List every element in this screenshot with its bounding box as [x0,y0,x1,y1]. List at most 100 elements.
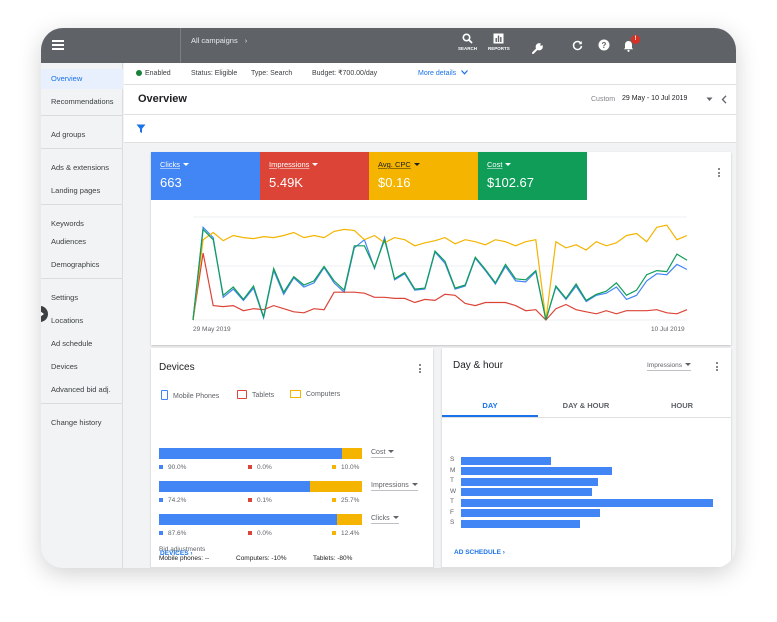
sidebar-collapse-handle[interactable] [41,306,48,322]
sidebar-item-ads-extensions[interactable]: Ads & extensions [51,163,109,172]
more-details-label: More details [418,70,457,77]
search-button[interactable]: SEARCH [458,33,477,51]
sidebar-divider [41,403,123,404]
day-bar [461,488,593,496]
breadcrumb[interactable]: All campaigns › [180,28,247,63]
reports-label: REPORTS [488,46,510,51]
help-icon[interactable]: ? [598,38,610,56]
menu-icon[interactable] [52,40,64,50]
chart-more-options-icon[interactable] [718,168,721,179]
refresh-icon[interactable] [572,38,583,56]
day-hour-card: Day & hour Impressions DAY DAY & HOUR HO… [442,348,731,568]
sidebar-divider [41,148,123,149]
tab-day[interactable]: DAY [442,395,538,417]
day-label: M [450,466,456,474]
sidebar: Overview Recommendations Ad groups Ads &… [41,63,123,568]
notification-badge: ! [631,35,640,44]
day-label: W [450,487,457,495]
status-eligible: Status: Eligible [191,70,238,77]
sidebar-item-advanced-bid-adj[interactable]: Advanced bid adj. [51,385,111,394]
date-range-type: Custom [591,96,616,103]
sidebar-item-overview[interactable]: Overview [41,69,123,89]
device-metric-select-cost[interactable]: Cost [371,449,395,458]
devices-footer-divider [151,567,433,568]
metric-avg-cpc-value: $0.16 [378,175,411,190]
sidebar-item-change-history[interactable]: Change history [51,418,102,427]
day-hour-title: Day & hour [453,360,504,371]
device-pct-computer: 12.4% [332,530,359,537]
campaign-type: Type: Search [251,70,293,77]
sidebar-item-demographics[interactable]: Demographics [51,260,100,269]
device-pct-computer: 10.0% [332,464,359,471]
tab-day-and-hour[interactable]: DAY & HOUR [562,401,610,410]
day-hour-metric-select[interactable]: Impressions [647,362,692,371]
device-bar-mobile-segment [159,514,337,525]
mobile-phone-icon [161,390,168,400]
sidebar-item-devices[interactable]: Devices [51,362,78,371]
devices-title: Devices [159,362,195,373]
day-bar [461,519,580,528]
computer-icon [290,390,301,398]
date-range-picker[interactable]: 29 May - 10 Jul 2019 [622,95,687,102]
device-bar-mobile-segment [159,481,310,492]
sidebar-divider [41,278,123,279]
devices-link[interactable]: DEVICES › [160,550,193,557]
device-metric-select-clicks[interactable]: Clicks [371,515,399,524]
sidebar-item-recommendations[interactable]: Recommendations [51,97,114,106]
bid-mobile-phones: Mobile phones: -- [159,555,210,562]
sidebar-item-audiences[interactable]: Audiences [51,237,87,246]
metric-impressions-label[interactable]: Impressions [269,160,369,169]
devices-card: Devices Mobile Phones Tablets Computers … [151,348,433,568]
device-metric-select-impressions[interactable]: Impressions [371,482,418,491]
sidebar-item-locations[interactable]: Locations [51,316,84,325]
metric-avg-cpc[interactable]: Avg. CPC $0.16 [369,152,478,200]
metric-clicks[interactable]: Clicks 663 [151,152,260,200]
notifications-bell-icon[interactable] [623,39,634,57]
sidebar-item-settings[interactable]: Settings [51,293,79,302]
metric-impressions[interactable]: Impressions 5.49K [260,152,369,200]
chevron-right-icon: › [244,36,248,45]
bid-computers: Computers: -10% [236,555,287,562]
device-pct-mobile: 90.0% [159,464,186,471]
wrench-icon [531,43,543,54]
day-label: S [450,519,455,526]
sidebar-item-ad-groups[interactable]: Ad groups [51,130,86,139]
x-axis-end-label: 10 Jul 2019 [651,326,685,333]
device-pct-tablet: 0.0% [248,530,272,537]
more-details-link[interactable]: More details [418,63,469,85]
device-pct-computer: 25.7% [332,497,359,504]
ad-schedule-link[interactable]: AD SCHEDULE › [454,549,505,556]
campaign-budget: Budget: ₹700.00/day [312,70,378,77]
day-bar [461,467,612,475]
sidebar-item-landing-pages[interactable]: Landing pages [51,186,101,195]
metric-avg-cpc-label[interactable]: Avg. CPC [378,160,478,169]
sidebar-divider [41,115,123,116]
sidebar-item-ad-schedule[interactable]: Ad schedule [51,339,93,348]
svg-text:?: ? [602,41,607,50]
page-title: Overview [138,93,187,105]
device-bar-computer-segment [336,514,362,525]
day-bar [461,509,600,517]
series-line-clicks [192,225,688,321]
tabs-divider [442,417,731,418]
chevron-left-icon[interactable] [721,95,727,104]
date-dropdown-caret-icon[interactable] [706,97,713,102]
filter-bar [124,115,736,143]
sidebar-item-keywords[interactable]: Keywords [51,219,84,228]
devices-more-options-icon[interactable] [419,364,422,375]
app-window: All campaigns › SEARCH REPORTS TOOLS & S… [41,28,736,568]
device-bar-impressions [159,481,362,492]
breadcrumb-label[interactable]: All campaigns [191,36,238,45]
day-hour-more-options-icon[interactable] [716,362,719,373]
reports-button[interactable]: REPORTS [488,33,510,51]
day-label: S [450,456,455,463]
filter-icon[interactable] [136,124,146,134]
tab-hour[interactable]: HOUR [670,401,694,410]
metric-clicks-label[interactable]: Clicks [160,160,260,169]
device-bar-mobile-segment [159,448,342,459]
top-bar: All campaigns › SEARCH REPORTS TOOLS & S… [41,28,736,72]
metric-cost-label[interactable]: Cost [487,160,587,169]
metric-cost[interactable]: Cost $102.67 [478,152,587,200]
date-range-value: 29 May - 10 Jul 2019 [622,95,688,102]
enabled-status[interactable]: Enabled [136,63,171,85]
